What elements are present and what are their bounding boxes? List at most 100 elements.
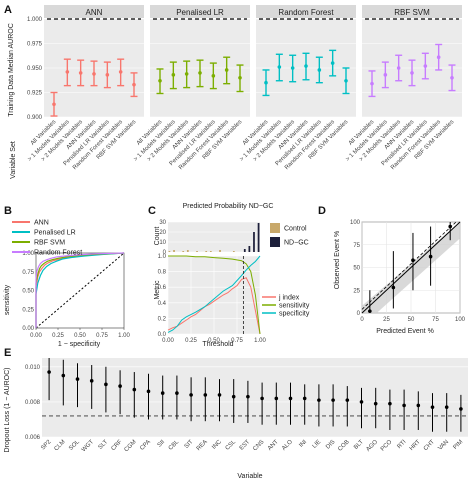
panel-e-point xyxy=(388,401,392,406)
panel-e-point xyxy=(274,396,279,401)
panel-b-y-tick-label: 0.50 xyxy=(22,289,34,295)
panel-b-roc-curve xyxy=(35,252,125,328)
panel-a-median-point xyxy=(396,66,401,70)
panel-c-count-bar xyxy=(196,251,198,252)
panel-c-x-tick-label: 1.00 xyxy=(254,338,266,344)
panel-b-y-axis-label: sensitivity xyxy=(4,284,11,315)
panel-e-point xyxy=(288,396,293,401)
panel-c-metric-legend-label: j index xyxy=(278,295,300,302)
panel-d-x-tick-label: 100 xyxy=(455,317,466,323)
panel-e-x-tick-label: HRT xyxy=(409,439,422,452)
panel-d-y-axis-label: Observed Event % xyxy=(334,231,341,289)
panel-d-x-tick-label: 0 xyxy=(360,317,364,323)
panel-a-facet-strip xyxy=(44,5,144,18)
panel-a-median-point xyxy=(304,64,308,68)
panel-e-point xyxy=(189,393,193,397)
panel-c-count-legend-label: Control xyxy=(284,226,307,233)
panel-c-count-bar xyxy=(205,251,208,252)
panel-b-roc-curve xyxy=(35,252,125,328)
panel-e-point xyxy=(430,405,435,409)
panel-e-point xyxy=(345,398,350,402)
panel-e-point xyxy=(359,400,364,404)
panel-c-count-bar xyxy=(173,250,175,252)
panel-b-x-tick-label: 1.00 xyxy=(118,333,130,339)
panel-b-x-tick-label: 0.50 xyxy=(74,333,86,339)
panel-d-point xyxy=(411,258,415,263)
panel-e-x-tick-label: CPA xyxy=(139,439,152,452)
panel-a-median-point xyxy=(78,71,83,75)
panel-a-median-point xyxy=(238,76,242,80)
panel-c-metric-tick-label: 0.8 xyxy=(158,270,167,276)
panel-c-count-bar xyxy=(243,249,246,252)
panel-e-point xyxy=(444,405,449,409)
panel-e-x-tick-label: WGT xyxy=(81,439,95,453)
panel-e-x-tick-label: SII xyxy=(157,439,167,449)
panel-a-median-point xyxy=(450,76,454,80)
panel-label-d: D xyxy=(318,205,326,217)
panel-a-median-point xyxy=(171,73,176,77)
panel-e-x-tick-label: PCO xyxy=(380,439,394,453)
panel-e-x-tick-label: CRF xyxy=(111,439,124,452)
panel-label-b: B xyxy=(4,205,12,217)
panel-e-x-tick-label: INI xyxy=(298,439,308,449)
panel-a-median-point xyxy=(264,80,268,85)
panel-b-x-tick-label: 0.25 xyxy=(52,333,64,339)
panel-a-median-point xyxy=(317,68,322,72)
panel-d-y-tick-label: 0 xyxy=(357,311,361,317)
panel-b-y-tick-label: 0.00 xyxy=(22,326,34,332)
panel-a-x-axis-label: Variable Set xyxy=(10,141,17,179)
panel-a-median-point xyxy=(410,71,414,75)
panel-d-ideal-line xyxy=(361,221,457,310)
panel-e-point xyxy=(260,396,264,401)
panel-e-point xyxy=(246,394,250,399)
panel-a-median-point xyxy=(65,70,70,74)
panel-c-x-tick-label: 0.25 xyxy=(185,338,197,344)
panel-a-median-point xyxy=(277,65,282,69)
panel-e-x-tick-label: SLT xyxy=(98,439,110,451)
panel-b-chance-diagonal xyxy=(35,252,125,329)
panel-d-point xyxy=(368,309,372,313)
panel-e-point xyxy=(317,398,321,402)
panel-d-point xyxy=(448,224,453,229)
panel-label-e: E xyxy=(4,347,11,359)
panel-e-x-tick-label: CHT xyxy=(423,439,436,452)
panel-e-x-tick-label: CBL xyxy=(168,439,181,452)
panel-e-x-tick-label: ANT xyxy=(267,439,280,452)
panel-a-median-point xyxy=(344,78,348,83)
panel-e-y-tick-label: 0.008 xyxy=(25,400,41,406)
panel-e-point xyxy=(146,389,151,394)
panel-e-point xyxy=(175,391,179,395)
panel-label-c: C xyxy=(148,205,156,217)
panel-c-count-tick-label: 10 xyxy=(159,240,166,246)
panel-c-title: Predicted Probability ND−GC xyxy=(183,203,274,210)
panel-a-median-point xyxy=(370,81,374,86)
panel-e-point xyxy=(217,393,222,397)
panel-a-median-point xyxy=(132,82,136,87)
panel-c-metric-tick-label: 0.2 xyxy=(158,316,167,322)
panel-c-metric-label: Metric xyxy=(154,280,161,300)
panel-b-y-tick-label: 1.00 xyxy=(22,251,34,257)
panel-e-point xyxy=(231,394,236,399)
panel-c-count-bar xyxy=(219,250,221,252)
panel-d-x-tick-label: 50 xyxy=(408,317,415,323)
panel-c-count-tick-label: 20 xyxy=(159,230,166,236)
panel-c-count-bar xyxy=(186,250,189,252)
panel-e-x-tick-label: CNS xyxy=(252,439,265,452)
panel-a-median-point xyxy=(198,71,202,75)
panel-b-legend-label: ANN xyxy=(34,220,49,227)
panel-e-point xyxy=(402,403,406,408)
panel-c-count-label: Count xyxy=(154,227,161,246)
panel-e-chart: Dropout Loss (1 − AUROC) Variable 0.006 0… xyxy=(4,358,468,480)
panel-b-y-tick-label: 0.25 xyxy=(22,307,34,313)
panel-e-x-axis-label: Variable xyxy=(237,473,262,480)
panel-a-y-tick-label: 0.925 xyxy=(27,91,43,97)
panel-a-facet-strip xyxy=(256,5,356,18)
panel-c-count-legend-swatch xyxy=(270,223,280,233)
panel-a-median-point xyxy=(184,72,189,76)
panel-a-median-point xyxy=(158,78,162,83)
panel-d-fit-line xyxy=(361,221,461,314)
panel-a-y-tick-label: 0.900 xyxy=(27,115,43,121)
panel-a-median-point xyxy=(105,73,110,77)
panel-a-median-point xyxy=(330,61,335,65)
panel-e-x-tick-label: AGO xyxy=(365,439,379,453)
